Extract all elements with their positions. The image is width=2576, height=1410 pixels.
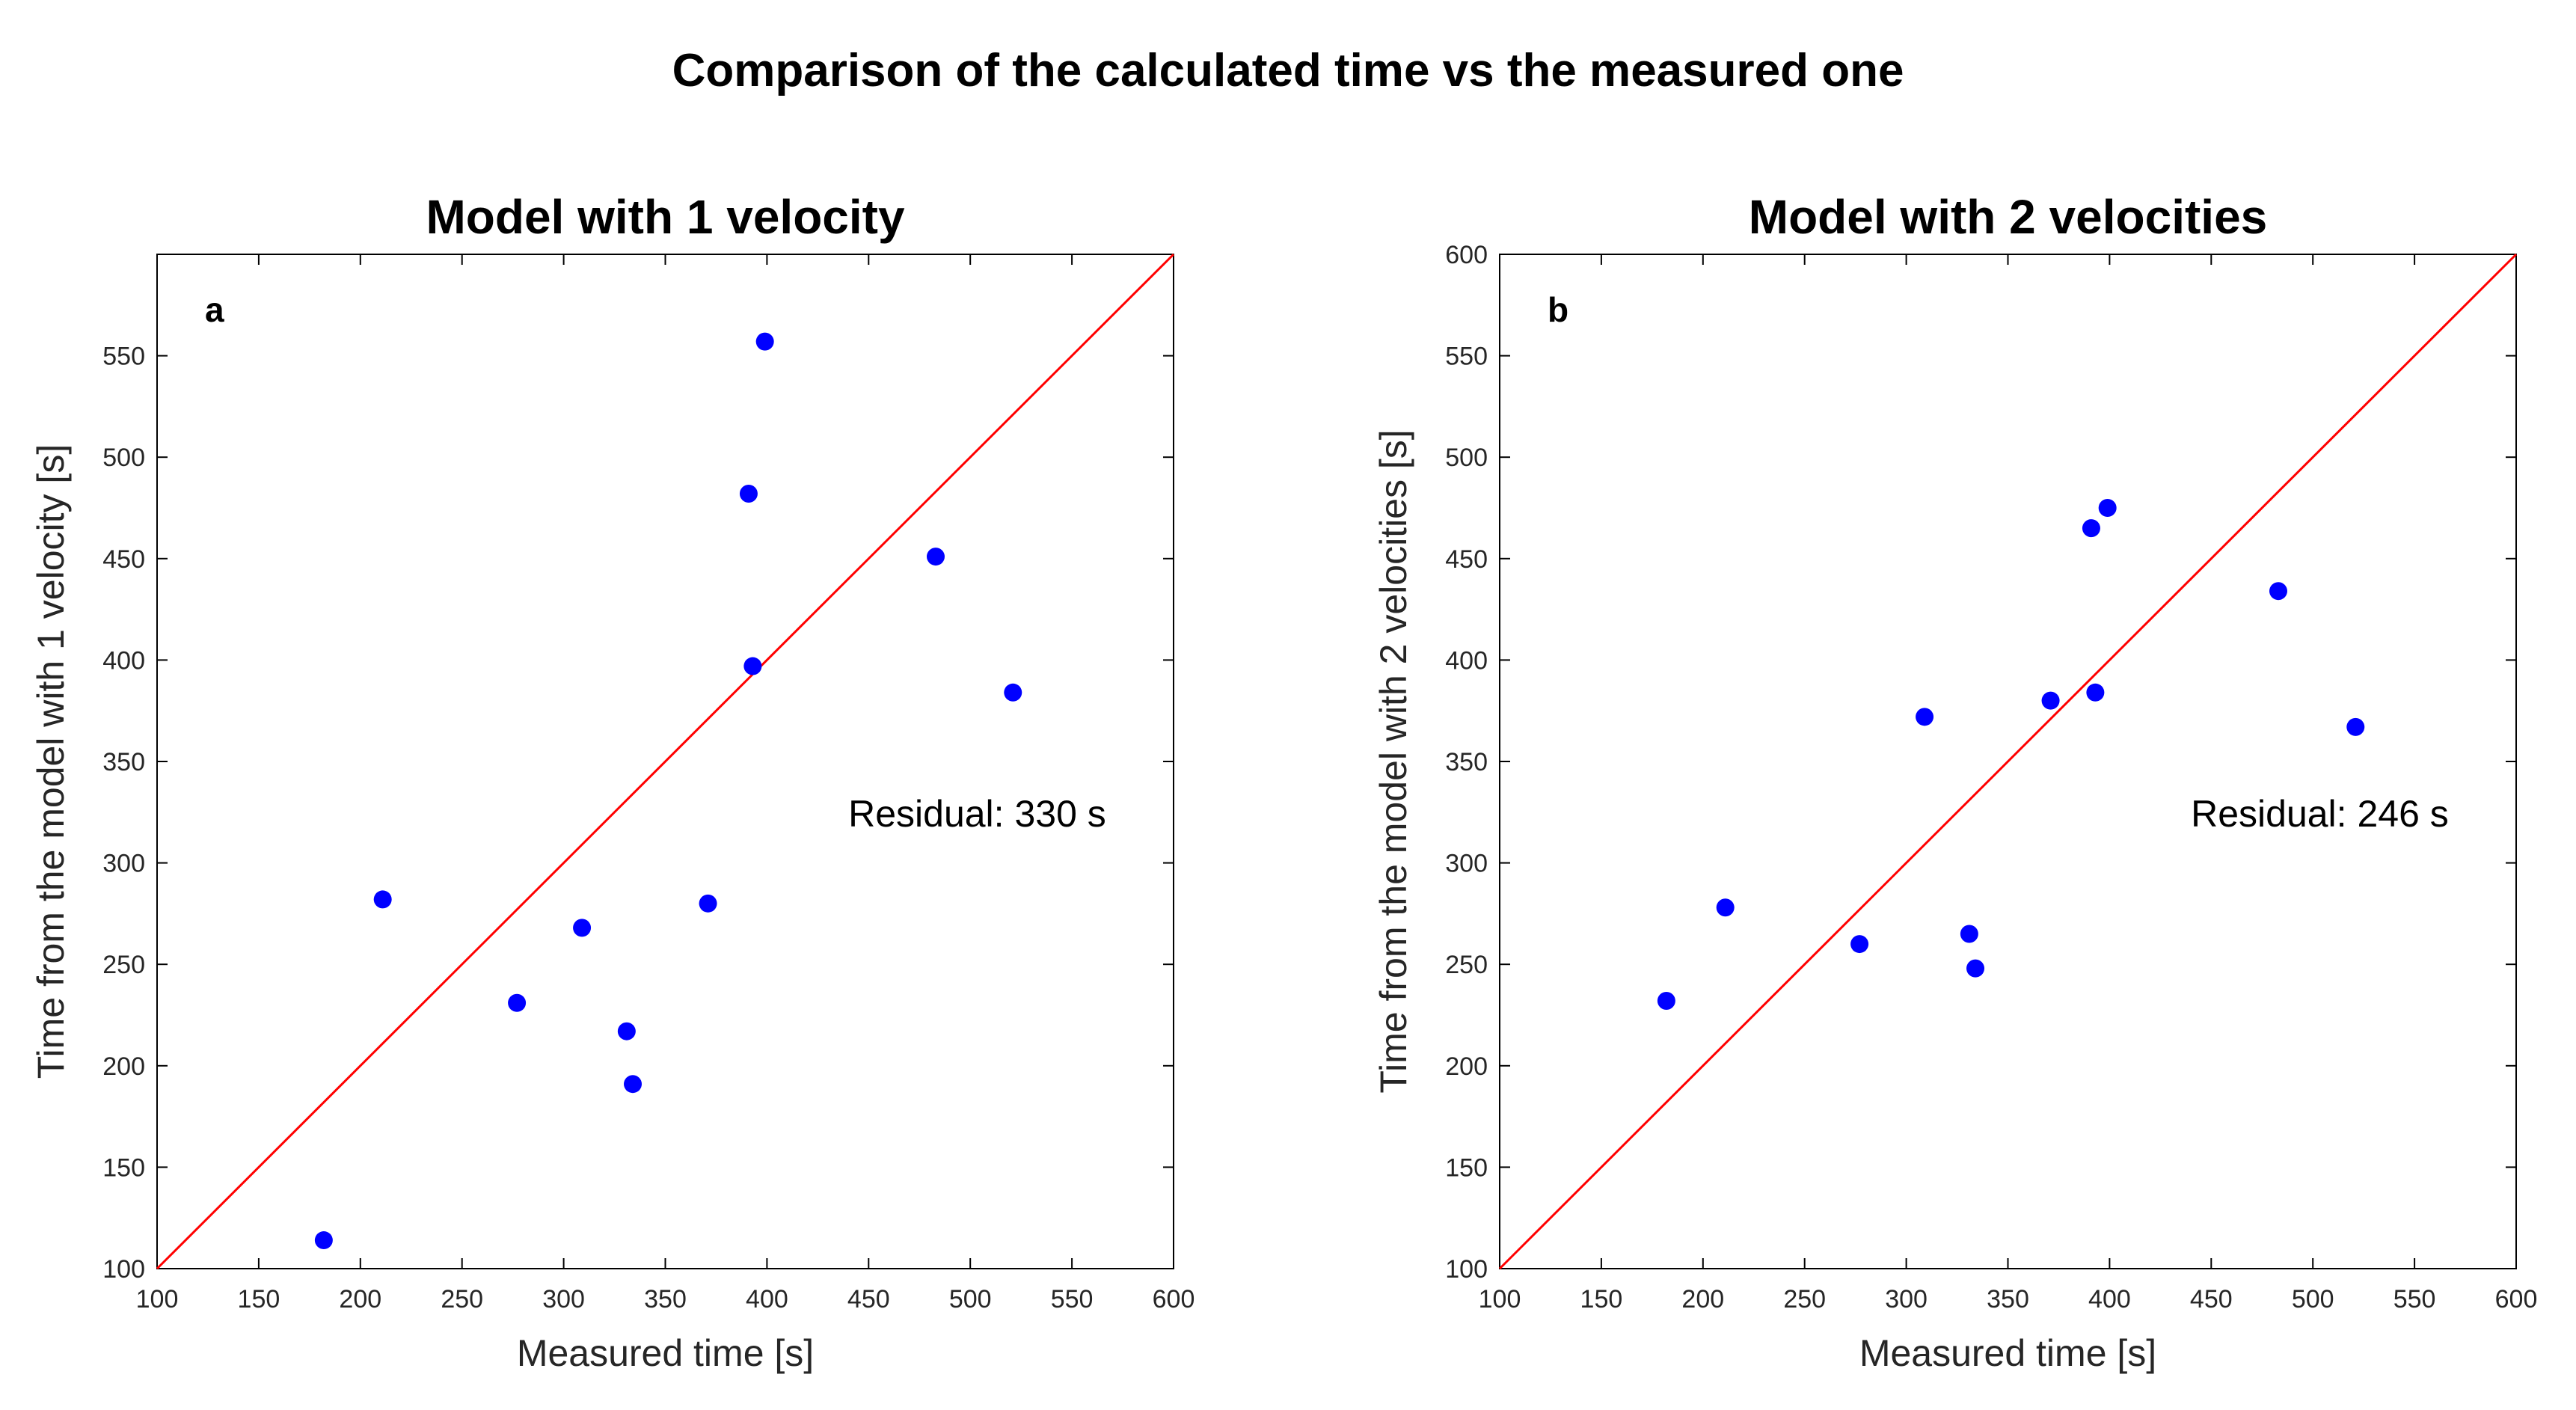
data-point (2082, 519, 2100, 538)
data-point (624, 1075, 643, 1094)
residual-annotation: Residual: 246 s (2191, 793, 2449, 835)
data-point (755, 332, 774, 351)
x-tick-label: 350 (644, 1285, 687, 1314)
y-tick-label: 550 (1445, 343, 1488, 371)
data-point (373, 890, 392, 909)
data-point (2086, 683, 2105, 702)
y-tick-label: 550 (102, 343, 145, 371)
x-axis-label: Measured time [s] (1859, 1332, 2156, 1374)
data-point (1716, 898, 1735, 917)
y-tick-label: 450 (1445, 545, 1488, 574)
data-point (2269, 582, 2287, 601)
chart-title: Model with 1 velocity (426, 190, 905, 244)
chart-title: Model with 2 velocities (1749, 190, 2268, 244)
x-tick-label: 350 (1987, 1285, 2029, 1314)
data-point (926, 548, 945, 566)
y-tick-label: 250 (102, 951, 145, 979)
data-point (508, 993, 527, 1012)
x-tick-label: 300 (542, 1285, 585, 1314)
x-tick-label: 200 (1681, 1285, 1724, 1314)
y-tick-label: 500 (1445, 444, 1488, 472)
figure-title: Comparison of the calculated time vs the… (672, 45, 1904, 96)
data-point (1850, 935, 1869, 954)
y-tick-label: 600 (1445, 241, 1488, 269)
x-tick-label: 600 (2495, 1285, 2538, 1314)
x-tick-label: 150 (1580, 1285, 1623, 1314)
data-point (314, 1231, 333, 1250)
x-tick-label: 600 (1153, 1285, 1195, 1314)
data-point (2346, 717, 2365, 736)
x-tick-label: 500 (949, 1285, 992, 1314)
x-tick-label: 550 (1051, 1285, 1094, 1314)
x-tick-label: 400 (746, 1285, 788, 1314)
data-point (739, 485, 758, 503)
chart-panel-a: Model with 1 velocity 100 150 200 250 300 350 4… (30, 190, 1195, 1374)
data-point (1004, 683, 1022, 702)
y-tick-label: 400 (1445, 646, 1488, 675)
chart-panel-b: Model with 2 velocities 100 150 200 250 300 35… (1373, 190, 2537, 1374)
y-tick-label: 350 (102, 748, 145, 776)
x-tick-label: 450 (2190, 1285, 2233, 1314)
reference-line (156, 253, 1175, 1270)
data-point (573, 919, 592, 937)
y-tick-label: 150 (1445, 1153, 1488, 1182)
data-point (2098, 499, 2117, 517)
y-tick-label: 100 (102, 1255, 145, 1284)
y-tick-label: 300 (102, 850, 145, 878)
data-point (743, 657, 762, 675)
data-point (2041, 691, 2060, 710)
y-tick-label: 300 (1445, 850, 1488, 878)
reference-line (1498, 253, 2518, 1270)
panel-label: a (205, 290, 224, 329)
y-tick-label: 500 (102, 444, 145, 472)
panel-label: b (1548, 290, 1568, 329)
y-axis-label: Time from the model with 1 velocity [s] (30, 444, 72, 1079)
y-tick-label: 200 (102, 1052, 145, 1081)
x-tick-label: 500 (2292, 1285, 2334, 1314)
data-point (1916, 708, 1934, 726)
data-point (1657, 992, 1675, 1011)
x-tick-label: 100 (136, 1285, 179, 1314)
data-point (617, 1022, 636, 1040)
x-axis-label: Measured time [s] (517, 1332, 814, 1374)
x-tick-label: 550 (2393, 1285, 2436, 1314)
x-tick-label: 300 (1885, 1285, 1928, 1314)
x-tick-label: 100 (1479, 1285, 1521, 1314)
x-tick-label: 150 (238, 1285, 280, 1314)
data-point (1960, 925, 1978, 943)
y-tick-label: 150 (102, 1153, 145, 1182)
y-tick-label: 200 (1445, 1052, 1488, 1081)
x-tick-label: 250 (1783, 1285, 1826, 1314)
data-point (1966, 959, 1985, 978)
y-axis-label: Time from the model with 2 velocities [s… (1373, 429, 1414, 1093)
x-tick-label: 250 (441, 1285, 483, 1314)
x-tick-label: 450 (847, 1285, 890, 1314)
x-tick-label: 200 (339, 1285, 381, 1314)
residual-annotation: Residual: 330 s (848, 793, 1106, 835)
y-tick-label: 400 (102, 646, 145, 675)
y-tick-label: 450 (102, 545, 145, 574)
y-tick-label: 350 (1445, 748, 1488, 776)
y-tick-label: 250 (1445, 951, 1488, 979)
data-point (699, 894, 717, 913)
x-tick-label: 400 (2088, 1285, 2131, 1314)
y-tick-label: 100 (1445, 1255, 1488, 1284)
